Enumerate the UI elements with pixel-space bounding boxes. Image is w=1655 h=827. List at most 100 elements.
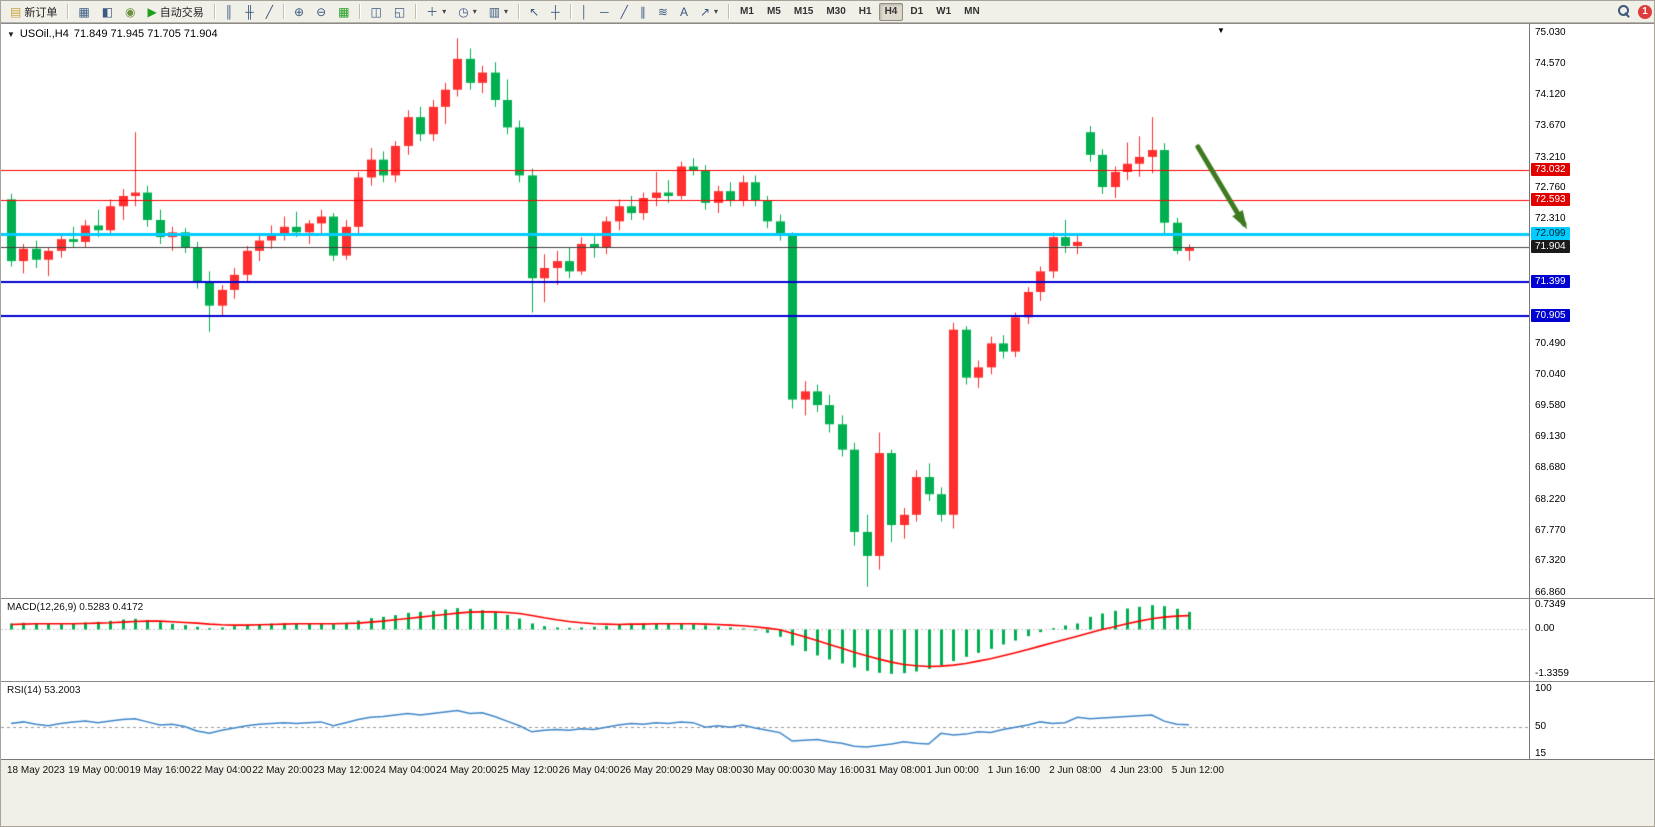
time-tick-label: 1 Jun 16:00: [987, 765, 1041, 776]
search-button[interactable]: [1613, 3, 1636, 21]
crosshair-icon: ┼: [551, 4, 560, 19]
time-tick-label: 26 May 20:00: [620, 765, 681, 776]
timeframe-button-m5[interactable]: M5: [766, 6, 781, 17]
tile-windows-button[interactable]: ◫: [365, 3, 386, 21]
price-line-badge: 72.593: [1531, 192, 1570, 206]
trendline-icon: ╱: [620, 4, 628, 19]
time-tick-label: 19 May 16:00: [129, 765, 191, 776]
horizontal-line-button[interactable]: ─: [595, 3, 614, 21]
play-icon: ▶: [147, 4, 157, 19]
timeframe-button-mn[interactable]: MN: [964, 6, 980, 17]
price-tick: 72.310: [1535, 213, 1566, 225]
cascade-windows-icon: ◱: [393, 4, 406, 19]
timeframe-button-m1[interactable]: M1: [740, 6, 754, 17]
text-tool-icon: A: [679, 4, 688, 19]
new-order-button[interactable]: ▤ 新订单: [5, 3, 62, 21]
macd-axis[interactable]: 0.7349 0.00 -1.3359: [1529, 599, 1654, 681]
trendline-button[interactable]: ╱: [616, 3, 633, 21]
zoom-in-button[interactable]: ⊕: [289, 3, 309, 21]
fibonacci-icon: ≋: [657, 4, 668, 19]
time-tick-label: 31 May 08:00: [865, 765, 926, 776]
macd-tick: 0.00: [1535, 623, 1555, 635]
timeframe-button-h4[interactable]: H4: [878, 2, 904, 21]
toolbar-separator: [728, 4, 730, 19]
time-tick-label: 18 May 2023: [7, 765, 65, 776]
profiles-clock-button[interactable]: ◷ ▾: [453, 3, 482, 21]
navigator-icon: ◉: [125, 4, 136, 19]
fibonacci-button[interactable]: ≋: [653, 3, 673, 21]
rsi-panel: RSI(14) 53.2003 100 50 15: [1, 681, 1654, 760]
cascade-windows-button[interactable]: ◱: [389, 3, 410, 21]
main-toolbar: ▤ 新订单 ▦ ◧ ◉ ▶ 自动交易 ║ ╫ ╱ ⊕ ⊖ ▦ ◫ ◱ ＋ ▾ ◷…: [1, 1, 1654, 23]
price-chart-panel: ▼ USOil.,H4 71.849 71.945 71.705 71.904 …: [1, 23, 1654, 599]
arrows-tool-icon: ↗: [699, 4, 711, 19]
zoom-in-icon: ⊕: [294, 4, 305, 19]
auto-trading-button[interactable]: ▶ 自动交易: [143, 3, 209, 21]
timeframe-button-w1[interactable]: W1: [936, 6, 952, 17]
timeframe-button-m30[interactable]: M30: [826, 6, 846, 17]
candlestick-icon: ╫: [245, 4, 254, 19]
time-tick-label: 30 May 00:00: [742, 765, 804, 776]
channel-button[interactable]: ∥: [635, 3, 651, 21]
clock-icon: ◷: [458, 4, 469, 19]
price-chart-canvas[interactable]: [1, 24, 1529, 599]
price-axis[interactable]: 75.030 74.570 74.120 73.670 73.210 72.760 72.3…: [1529, 24, 1654, 598]
tile-windows-icon: ◫: [370, 4, 382, 19]
time-tick-label: 4 Jun 23:00: [1110, 765, 1163, 776]
price-line-badge: 72.099: [1531, 226, 1570, 240]
chart-symbol-label: USOil.,H4: [19, 28, 69, 40]
time-tick-label: 1 Jun 00:00: [926, 765, 979, 776]
macd-tick: 0.7349: [1535, 599, 1566, 610]
text-tool-button[interactable]: A: [675, 3, 693, 21]
timeframe-button-m15[interactable]: M15: [793, 6, 814, 17]
time-tick-label: 5 Jun 12:00: [1171, 765, 1224, 776]
price-tick: 75.030: [1535, 26, 1566, 38]
price-tick: 72.760: [1535, 182, 1566, 194]
price-tick: 69.580: [1535, 400, 1566, 412]
zoom-out-icon: ⊖: [316, 4, 327, 19]
time-tick-label: 2 Jun 08:00: [1049, 765, 1102, 776]
crosshair-button[interactable]: ┼: [546, 3, 565, 21]
bar-chart-button[interactable]: ║: [220, 3, 239, 21]
navigator-button[interactable]: ◉: [120, 3, 140, 21]
chevron-down-icon: ▾: [714, 7, 719, 16]
chart-window-icon: ▦: [78, 4, 90, 19]
time-tick-label: 30 May 16:00: [803, 765, 865, 776]
chart-title: ▼ USOil.,H4 71.849 71.945 71.705 71.904: [7, 28, 218, 40]
time-axis[interactable]: 18 May 2023 19 May 00:00 19 May 16:00 22 Ma…: [1, 759, 1654, 781]
zoom-out-button[interactable]: ⊖: [311, 3, 331, 21]
vertical-line-button[interactable]: │: [576, 3, 594, 21]
arrows-tool-button[interactable]: ↗ ▾: [695, 3, 723, 21]
rsi-axis[interactable]: 100 50 15: [1529, 682, 1654, 759]
toolbar-separator: [213, 4, 215, 19]
rsi-label: RSI(14) 53.2003: [7, 685, 81, 696]
time-tick-label: 26 May 04:00: [558, 765, 620, 776]
timeframe-group: M1 M5 M15 M30 H1 H4 D1 W1 MN: [734, 2, 986, 21]
macd-tick: -1.3359: [1535, 668, 1569, 679]
chart-ohlc-label: 71.849 71.945 71.705 71.904: [73, 28, 218, 40]
timeframe-button-d1[interactable]: D1: [910, 6, 924, 17]
grid-button[interactable]: ▦: [333, 3, 354, 21]
rsi-canvas[interactable]: [1, 682, 1529, 760]
new-chart-button[interactable]: ＋ ▾: [421, 3, 451, 21]
macd-label: MACD(12,26,9) 0.5283 0.4172: [7, 602, 144, 613]
vertical-line-icon: │: [580, 4, 589, 19]
cursor-button[interactable]: ↖: [524, 3, 544, 21]
profiles-button[interactable]: ◧: [97, 3, 118, 21]
macd-canvas[interactable]: [1, 599, 1529, 682]
template-button[interactable]: ▥ ▾: [484, 3, 513, 21]
time-tick-label: 23 May 12:00: [313, 765, 375, 776]
price-tick: 74.120: [1535, 89, 1566, 101]
chart-window-button[interactable]: ▦: [73, 3, 94, 21]
candlestick-chart-button[interactable]: ╫: [240, 3, 259, 21]
notification-badge[interactable]: 1: [1638, 4, 1652, 19]
one-click-trading-toggle[interactable]: ▼: [7, 29, 15, 39]
timeframe-button-h1[interactable]: H1: [858, 6, 872, 17]
cursor-icon: ↖: [529, 4, 540, 19]
macd-panel: MACD(12,26,9) 0.5283 0.4172 0.7349 0.00 -1…: [1, 598, 1654, 682]
line-chart-icon: ╱: [265, 4, 274, 19]
time-tick-label: 19 May 00:00: [68, 765, 129, 776]
price-tick: 67.770: [1535, 524, 1566, 536]
toolbar-separator: [518, 4, 520, 19]
line-chart-button[interactable]: ╱: [261, 3, 278, 21]
